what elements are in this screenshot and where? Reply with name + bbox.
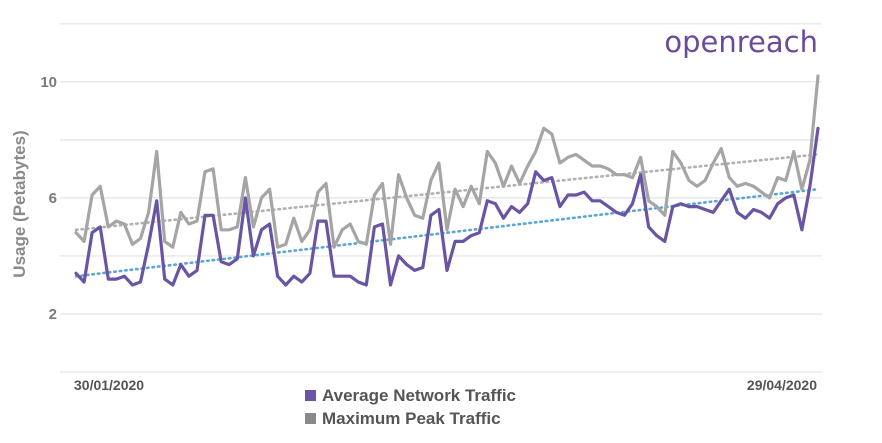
y-ticks: 2 6 10 [40, 74, 57, 323]
y-axis-label: Usage (Petabytes) [10, 130, 29, 277]
y-tick-label: 10 [40, 74, 57, 91]
series-line-peak [74, 74, 820, 249]
legend: Average Network Traffic Maximum Peak Tra… [305, 386, 516, 428]
legend-label-average: Average Network Traffic [322, 386, 516, 405]
trendline [74, 153, 820, 232]
y-tick-label: 6 [49, 190, 57, 207]
legend-swatch-average [305, 390, 316, 401]
x-tick-label-end: 29/04/2020 [747, 377, 817, 393]
series-group [74, 74, 820, 287]
y-tick-label: 2 [49, 306, 57, 323]
openreach-logo: openreach [664, 25, 818, 59]
trendlines [74, 153, 820, 278]
legend-swatch-peak [305, 413, 316, 424]
trendline [74, 187, 820, 278]
series-line-average [74, 126, 820, 287]
legend-label-peak: Maximum Peak Traffic [322, 409, 501, 428]
gridlines [60, 23, 822, 373]
x-tick-label-start: 30/01/2020 [74, 377, 144, 393]
